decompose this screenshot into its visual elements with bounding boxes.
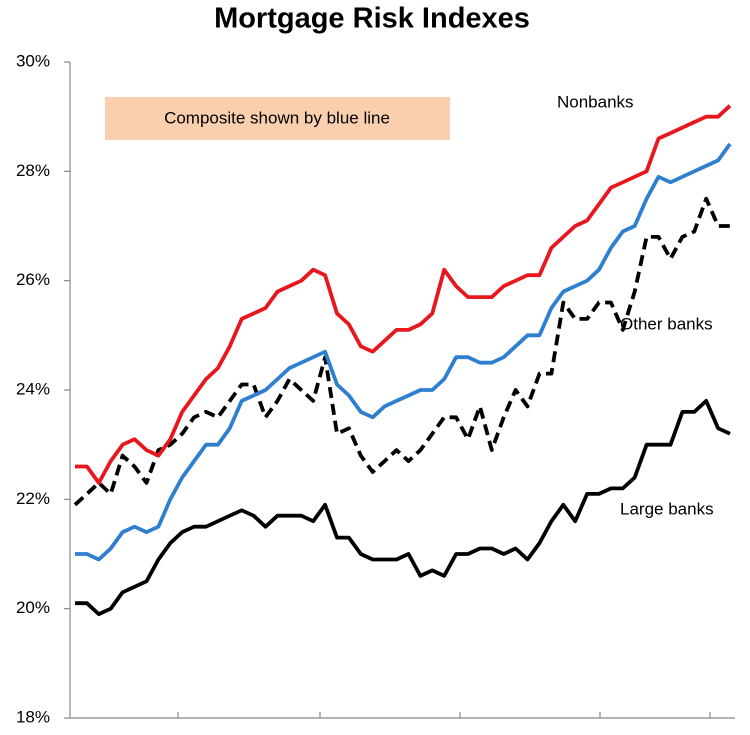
y-tick-label: 30% [16, 51, 50, 70]
series-label: Large banks [620, 499, 714, 518]
y-tick-label: 18% [16, 707, 50, 726]
series-line [75, 104, 732, 485]
series-label: Nonbanks [557, 92, 634, 111]
y-tick-label: 20% [16, 598, 50, 617]
x-ticks [177, 712, 711, 718]
series-line [75, 142, 732, 562]
chart-title: Mortgage Risk Indexes [214, 3, 530, 35]
y-tick-label: 22% [16, 489, 50, 508]
series-label: Other banks [620, 314, 713, 333]
annotation: Composite shown by blue line [164, 108, 390, 127]
y-tick-label: 28% [16, 161, 50, 180]
series-line [73, 196, 730, 507]
annotation-box [105, 97, 450, 140]
y-tick-label: 24% [16, 379, 50, 398]
series-line [75, 399, 731, 616]
y-tick-label: 26% [16, 270, 50, 289]
